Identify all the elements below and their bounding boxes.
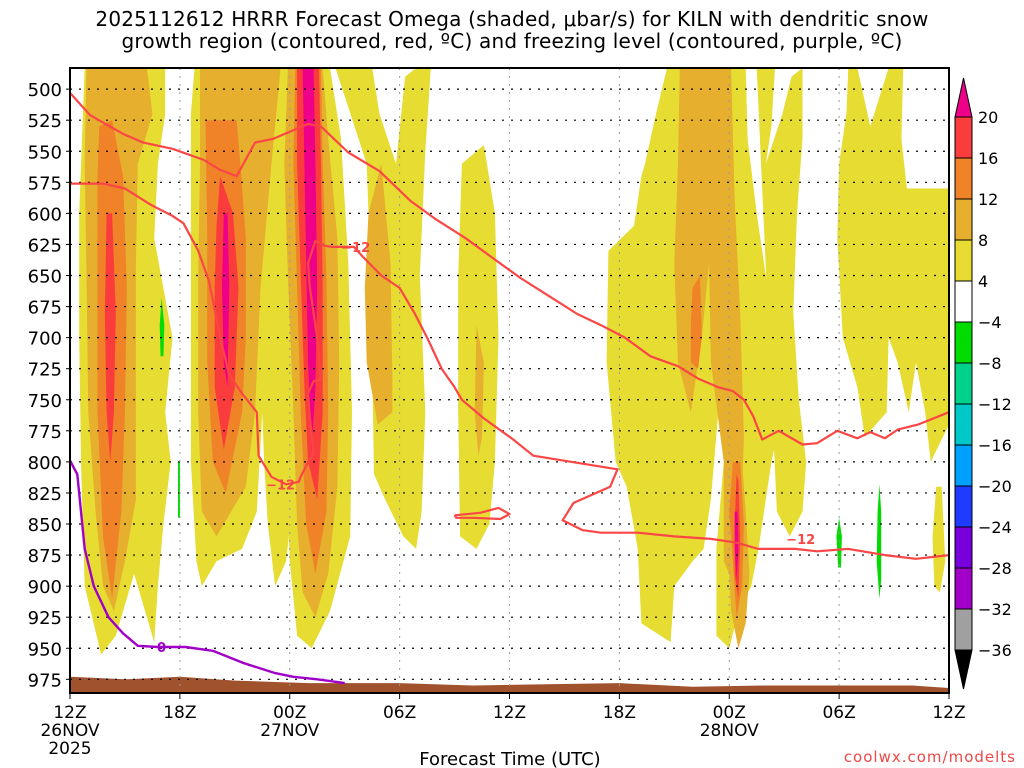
contour-label-dgz-lower-1: −12: [341, 241, 370, 256]
y-tick-label-550: 550: [28, 142, 62, 163]
x-axis-label: Forecast Time (UTC): [419, 749, 600, 768]
x-tick-label-30-0: 18Z: [603, 703, 636, 723]
y-tick-label-875: 875: [28, 546, 62, 567]
colorbar-bin-16-20: [954, 116, 973, 159]
colorbar-bin--4-4: [954, 280, 973, 323]
chart-title-line-1: 2025112612 HRRR Forecast Omega (shaded, …: [95, 7, 929, 31]
colorbar-label-3: 8: [978, 231, 988, 250]
omega-shading: [79, 68, 949, 655]
contour-label-dgz-lower-2: −12: [786, 533, 815, 548]
colorbar-label-6: −8: [978, 354, 1002, 373]
contour-dgz-upper: [70, 92, 949, 446]
y-tick-label-500: 500: [28, 80, 62, 101]
colorbar-bin--8--4: [954, 321, 973, 364]
terrain-layer: [70, 676, 949, 693]
colorbar-label-12: −32: [978, 600, 1012, 619]
colorbar-bin-8-12: [954, 198, 973, 241]
colorbar-label-5: −4: [978, 313, 1002, 332]
x-tick-label-6-0: 18Z: [163, 703, 196, 723]
colorbar-label-13: −36: [978, 641, 1012, 660]
colorbar-overflow-high: [954, 77, 973, 118]
omega-region-20-27: [734, 511, 739, 580]
y-tick-label-650: 650: [28, 267, 62, 288]
omega-region--4-31: [876, 484, 882, 599]
chart-title-line-2: growth region (contoured, red, ºC) and f…: [121, 29, 903, 53]
colorbar-label-0: 20: [978, 108, 998, 127]
colorbar-bin--20--16: [954, 444, 973, 487]
colorbar-label-2: 12: [978, 190, 998, 209]
grid-lines: [70, 68, 949, 693]
x-tick-label-42-0: 06Z: [822, 703, 855, 723]
omega-region-20-25: [222, 213, 230, 388]
colorbar-label-9: −20: [978, 477, 1012, 496]
omega-region-8-13: [474, 325, 484, 456]
y-axis: 500 525 550 575 600 625 650 675 700 725 750 775 800 8…: [28, 80, 70, 691]
y-tick-label-525: 525: [28, 111, 62, 132]
y-tick-label-700: 700: [28, 329, 62, 350]
omega-region--4-30: [836, 517, 842, 568]
omega-region--4-29: [178, 461, 180, 518]
contour-labels: −12 −12 −12 0: [157, 241, 815, 656]
colorbar-label-10: −24: [978, 518, 1012, 537]
colorbar-bin--28--24: [954, 526, 973, 569]
x-tick-label-0-0: 12Z: [53, 703, 86, 723]
colorbar-label-4: 4: [978, 272, 988, 291]
y-tick-label-575: 575: [28, 173, 62, 194]
omega-region-8-14: [674, 68, 744, 587]
colorbar-bin--36--32: [954, 608, 973, 651]
contour-label-dgz-lower-0: −12: [266, 478, 295, 493]
colorbar-bin-12-16: [954, 157, 973, 200]
y-tick-label-750: 750: [28, 391, 62, 412]
temperature-contours: [70, 92, 949, 685]
omega-region--4-28: [159, 297, 165, 357]
colorbar-label-1: 16: [978, 149, 998, 168]
x-tick-label-12-1: 27NOV: [260, 721, 319, 741]
chart-title: 2025112612 HRRR Forecast Omega (shaded, …: [0, 8, 1024, 52]
colorbar-bin--32--28: [954, 567, 973, 610]
x-tick-label-18-0: 06Z: [383, 703, 416, 723]
colorbar-overflow-low: [954, 649, 973, 690]
x-tick-label-0-1: 26NOV: [40, 721, 99, 741]
colorbar-bin--24--20: [954, 485, 973, 528]
y-tick-label-850: 850: [28, 515, 62, 536]
y-tick-label-725: 725: [28, 360, 62, 381]
y-tick-label-925: 925: [28, 608, 62, 629]
x-tick-label-0-2: 2025: [48, 739, 91, 759]
watermark-link[interactable]: coolwx.com/modelts: [844, 748, 1016, 766]
y-tick-label-975: 975: [28, 670, 62, 691]
colorbar-label-8: −16: [978, 436, 1012, 455]
omega-region-12-19: [690, 275, 702, 369]
colorbar-label-7: −12: [978, 395, 1012, 414]
x-tick-label-48-0: 12Z: [932, 703, 965, 723]
contour-label-freezing-level-0: 0: [157, 641, 166, 656]
contour-dgz-pocket: [453, 506, 511, 521]
y-tick-label-900: 900: [28, 577, 62, 598]
colorbar-bin-4-8: [954, 239, 973, 282]
colorbar-bin--16--12: [954, 403, 973, 446]
x-tick-label-36-0: 00Z: [713, 703, 746, 723]
contour-freezing-level: [70, 460, 345, 685]
y-tick-label-775: 775: [28, 422, 62, 443]
x-tick-label-36-1: 28NOV: [700, 721, 759, 741]
omega-region-4-8: [932, 486, 946, 593]
omega-region-8-12: [364, 163, 393, 425]
terrain-surface: [70, 676, 949, 693]
contour-dgz-lower: [70, 182, 949, 560]
y-tick-label-675: 675: [28, 298, 62, 319]
x-tick-label-24-0: 12Z: [493, 703, 526, 723]
x-tick-label-12-0: 00Z: [273, 703, 306, 723]
omega-region-4-7: [837, 68, 949, 462]
y-tick-label-600: 600: [28, 204, 62, 225]
colorbar-label-11: −28: [978, 559, 1012, 578]
y-tick-label-950: 950: [28, 639, 62, 660]
colorbar-legend: 20 16 12 8 4 −4 −8 −12 −16 −20 −24 −28 −32 −36: [954, 77, 1012, 690]
y-tick-label-825: 825: [28, 484, 62, 505]
y-tick-label-800: 800: [28, 453, 62, 474]
colorbar-bin--12--8: [954, 362, 973, 405]
omega-region-4-6: [756, 68, 807, 537]
y-tick-label-625: 625: [28, 235, 62, 256]
